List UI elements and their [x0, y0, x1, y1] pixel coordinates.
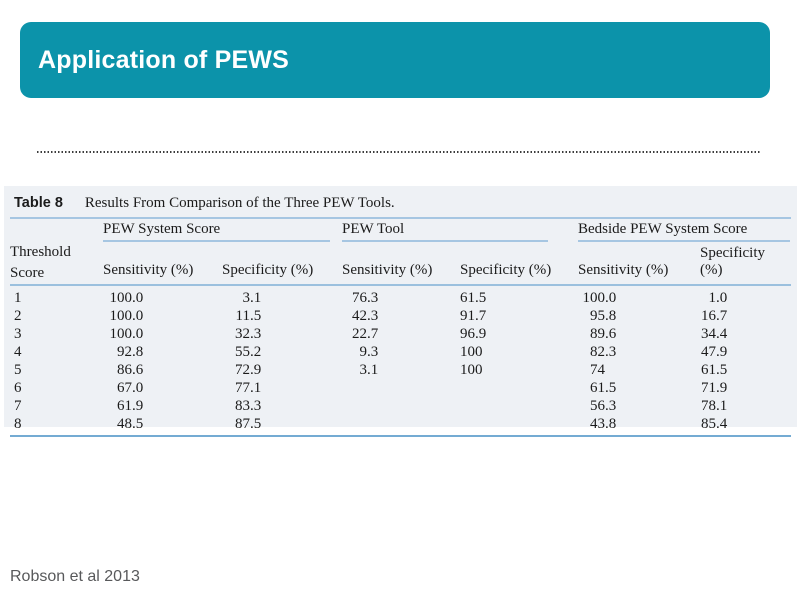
value-cell: [460, 397, 578, 415]
value-cell: [460, 379, 578, 397]
table-caption: Table 8 Results From Comparison of the Th…: [10, 194, 791, 219]
table-caption-label: Table 8: [14, 195, 63, 211]
value-cell: 55.2: [235, 344, 262, 360]
value-cell: 42.3: [352, 308, 379, 324]
table-body: 1 100.0 3.1 76.3 61.5 100.0 1.0 2 100.0 11.5 42.3 9…: [10, 285, 792, 437]
slide-title-bar: Application of PEWS: [20, 22, 770, 98]
value-cell: 32.3: [235, 326, 262, 342]
group-header-pew-system-score: PEW System Score: [103, 219, 342, 242]
table-row: 2 100.0 11.5 42.3 91.7 95.8 16.7: [10, 307, 791, 325]
dotted-divider: [37, 151, 761, 153]
value-cell: 3.1: [242, 290, 262, 306]
value-cell: 22.7: [352, 326, 379, 342]
value-cell: 100.0: [109, 290, 144, 306]
value-cell: 87.5: [222, 415, 342, 437]
citation: Robson et al 2013: [10, 568, 140, 585]
column-header-specificity-3: Specificity (%): [700, 242, 792, 286]
value-cell: 11.5: [235, 308, 262, 324]
column-header-sensitivity-1: Sensitivity (%): [103, 242, 222, 286]
value-cell: 61.9: [117, 398, 144, 414]
threshold-cell: 4: [14, 344, 22, 360]
value-cell: 67.0: [117, 380, 144, 396]
table-figure: Table 8 Results From Comparison of the Th…: [4, 186, 797, 437]
column-header-sensitivity-2: Sensitivity (%): [342, 242, 460, 286]
table-row: 6 67.0 77.1 61.5 71.9: [10, 379, 791, 397]
subheader-row: Sensitivity (%) Specificity (%) Sensitiv…: [10, 242, 792, 286]
table-row: 5 86.6 72.9 3.1 100 74 61.5: [10, 361, 791, 379]
column-header-specificity-1: Specificity (%): [222, 242, 342, 286]
value-cell: 100.0: [109, 326, 144, 342]
table-row: 3 100.0 32.3 22.7 96.9 89.6 34.4: [10, 325, 791, 343]
value-cell: 83.3: [235, 398, 262, 414]
value-cell: 1.0: [708, 290, 728, 306]
value-cell: 9.3: [359, 344, 379, 360]
value-cell: 100: [460, 344, 483, 360]
value-cell: [342, 379, 460, 397]
value-cell: 100: [460, 362, 483, 378]
value-cell: 34.4: [701, 326, 728, 342]
value-cell: 86.6: [117, 362, 144, 378]
value-cell: 76.3: [352, 290, 379, 306]
value-cell: 96.9: [460, 326, 487, 342]
table-caption-text: Results From Comparison of the Three PEW…: [84, 195, 395, 211]
value-cell: 100.0: [109, 308, 144, 324]
value-cell: 85.4: [700, 415, 792, 437]
value-cell: [460, 415, 578, 437]
column-header-sensitivity-3: Sensitivity (%): [578, 242, 700, 286]
value-cell: 95.8: [590, 308, 617, 324]
group-header-bedside-pew-system-score: Bedside PEW System Score: [578, 219, 791, 242]
group-header-row: Threshold Score PEW System Score PEW Too…: [10, 219, 791, 286]
value-cell: 92.8: [117, 344, 144, 360]
value-cell: 100.0: [582, 290, 617, 306]
value-cell: 56.3: [590, 398, 617, 414]
results-table: Threshold Score PEW System Score PEW Too…: [10, 219, 792, 437]
threshold-cell: 8: [10, 415, 103, 437]
value-cell: 89.6: [590, 326, 617, 342]
value-cell: [342, 415, 460, 437]
slide-title: Application of PEWS: [38, 45, 290, 74]
value-cell: 48.5: [103, 415, 222, 437]
value-cell: 61.5: [590, 380, 617, 396]
column-header-threshold: Threshold Score: [10, 219, 103, 286]
value-cell: [342, 397, 460, 415]
value-cell: 72.9: [235, 362, 262, 378]
threshold-cell: 1: [14, 290, 22, 306]
column-header-specificity-2: Specificity (%): [460, 242, 578, 286]
group-header-pew-tool: PEW Tool: [342, 219, 578, 242]
value-cell: 91.7: [460, 308, 487, 324]
table-row: 1 100.0 3.1 76.3 61.5 100.0 1.0: [10, 285, 791, 307]
value-cell: 74: [590, 362, 605, 378]
threshold-cell: 3: [14, 326, 22, 342]
value-cell: 16.7: [701, 308, 728, 324]
value-cell: 78.1: [701, 398, 728, 414]
value-cell: 82.3: [590, 344, 617, 360]
value-cell: 61.5: [701, 362, 728, 378]
table-row: 7 61.9 83.3 56.3 78.1: [10, 397, 791, 415]
value-cell: 61.5: [460, 290, 487, 306]
threshold-cell: 2: [14, 308, 22, 324]
value-cell: 43.8: [578, 415, 700, 437]
table-row: 8 48.5 87.5 43.8 85.4: [10, 415, 792, 437]
value-cell: 47.9: [701, 344, 728, 360]
value-cell: 3.1: [359, 362, 379, 378]
threshold-cell: 6: [14, 380, 22, 396]
value-cell: 71.9: [701, 380, 728, 396]
value-cell: 77.1: [235, 380, 262, 396]
threshold-cell: 5: [14, 362, 22, 378]
table-row: 4 92.8 55.2 9.3 100 82.3 47.9: [10, 343, 791, 361]
threshold-cell: 7: [14, 398, 22, 414]
